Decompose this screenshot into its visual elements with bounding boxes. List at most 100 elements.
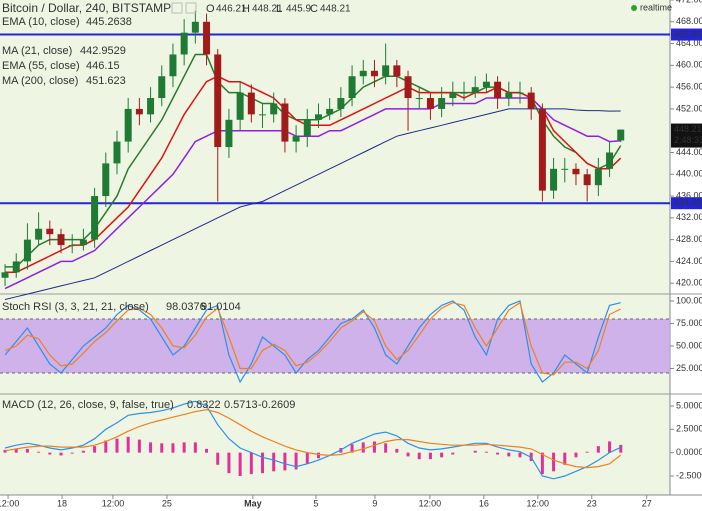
candle-body: [538, 108, 546, 191]
candle-body: [113, 141, 121, 164]
candle-body: [561, 168, 569, 170]
y-tick-label: 50.0000: [676, 340, 702, 350]
histogram-bar: [395, 448, 399, 453]
histogram-bar: [518, 452, 522, 458]
histogram-bar: [507, 452, 511, 457]
histogram-bar: [238, 452, 242, 476]
histogram-bar: [25, 448, 29, 453]
countdown: 2:48:33: [674, 135, 702, 145]
price-tag: [671, 197, 702, 210]
y-tick-label: 0.0000: [676, 447, 702, 457]
candle-body: [247, 92, 255, 115]
candle-body: [482, 81, 490, 88]
candle-body: [46, 228, 54, 235]
candle-body: [23, 239, 31, 262]
price-tag-label: 465.66: [674, 29, 702, 39]
candle-body: [303, 119, 311, 137]
candle-body: [438, 98, 446, 109]
candle-body: [203, 21, 211, 55]
legend-value: 442.9529: [80, 45, 126, 57]
icon[interactable]: [185, 2, 197, 14]
histogram-bar: [372, 441, 376, 453]
legend-name: MA (200, close): [2, 75, 78, 87]
candle-body: [1, 272, 9, 278]
x-tick-label: 27: [642, 498, 652, 508]
x-tick-label: 18: [57, 498, 67, 508]
candle-body: [606, 152, 614, 169]
histogram-bar: [48, 452, 52, 455]
histogram-bar: [596, 446, 600, 453]
histogram-bar: [428, 452, 432, 460]
realtime-dot: [631, 5, 637, 11]
candle-body: [236, 92, 244, 120]
indicator-line: [4, 97, 621, 290]
candle-body: [135, 108, 143, 115]
candle-body: [449, 92, 457, 99]
toolbar: [171, 2, 197, 14]
ohlc-letter: O: [206, 3, 215, 15]
legend-value: -0.2609: [258, 399, 295, 411]
histogram-bar: [205, 448, 209, 453]
histogram-bar: [305, 452, 309, 464]
candle-body: [594, 168, 602, 186]
y-tick-label: 440.00: [676, 169, 702, 179]
x-tick-label: 23: [587, 498, 597, 508]
candle-body: [57, 234, 65, 246]
histogram-bar: [182, 442, 186, 453]
histogram-bar: [160, 443, 164, 453]
x-tick-label: 12:00: [419, 498, 442, 508]
legend-name: EMA (10, close): [2, 16, 80, 28]
histogram-bar: [440, 452, 444, 458]
legend-value: 91.0104: [201, 301, 241, 313]
ohlc-value: 448.21: [320, 4, 351, 15]
candle-body: [505, 92, 513, 99]
candle-body: [225, 119, 233, 148]
y-tick-label: 472.00: [676, 0, 702, 4]
candle-body: [617, 129, 625, 141]
candle-body: [91, 196, 99, 240]
legend-value: 451.623: [86, 75, 126, 87]
y-tick-label: 460.00: [676, 60, 702, 70]
histogram-bar: [104, 440, 108, 453]
ohlc-letter: L: [276, 3, 282, 15]
candle-body: [382, 65, 390, 77]
y-tick-label: 444.00: [676, 147, 702, 157]
candle-body: [393, 65, 401, 77]
histogram-bar: [59, 452, 63, 456]
x-tick-label: 12:00: [527, 498, 550, 508]
y-tick-label: 456.00: [676, 82, 702, 92]
candle-body: [415, 98, 423, 100]
histogram-bar: [406, 452, 410, 457]
candle-body: [404, 76, 412, 99]
candle-body: [214, 54, 222, 148]
icon[interactable]: [171, 2, 183, 14]
histogram-bar: [37, 451, 41, 453]
y-tick-label: 424.00: [676, 256, 702, 266]
x-tick-label: 9: [372, 498, 377, 508]
candle-body: [270, 103, 278, 115]
candle-body: [494, 81, 502, 99]
y-tick-label: 75.0000: [676, 318, 702, 328]
histogram-bar: [384, 443, 388, 453]
ohlc-letter: H: [242, 3, 250, 15]
legend-value: 445.2638: [86, 16, 132, 28]
y-tick-label: 464.00: [676, 38, 702, 48]
histogram-bar: [473, 450, 477, 453]
x-tick-label: 5: [313, 498, 318, 508]
histogram-bar: [619, 444, 623, 453]
y-tick-label: 432.00: [676, 212, 702, 222]
ohlc-value: 445.9: [286, 4, 311, 15]
histogram-bar: [283, 452, 287, 471]
price-tag-label: 434.69: [674, 198, 702, 208]
histogram-bar: [115, 438, 119, 453]
histogram-bar: [350, 444, 354, 453]
histogram-bar: [540, 452, 544, 475]
candle-body: [12, 261, 20, 273]
y-tick-label: 468.00: [676, 16, 702, 26]
legend-value: 446.15: [86, 60, 120, 72]
band-fill: [0, 318, 670, 374]
realtime-label: realtime: [640, 2, 672, 12]
candle-body: [370, 70, 378, 77]
